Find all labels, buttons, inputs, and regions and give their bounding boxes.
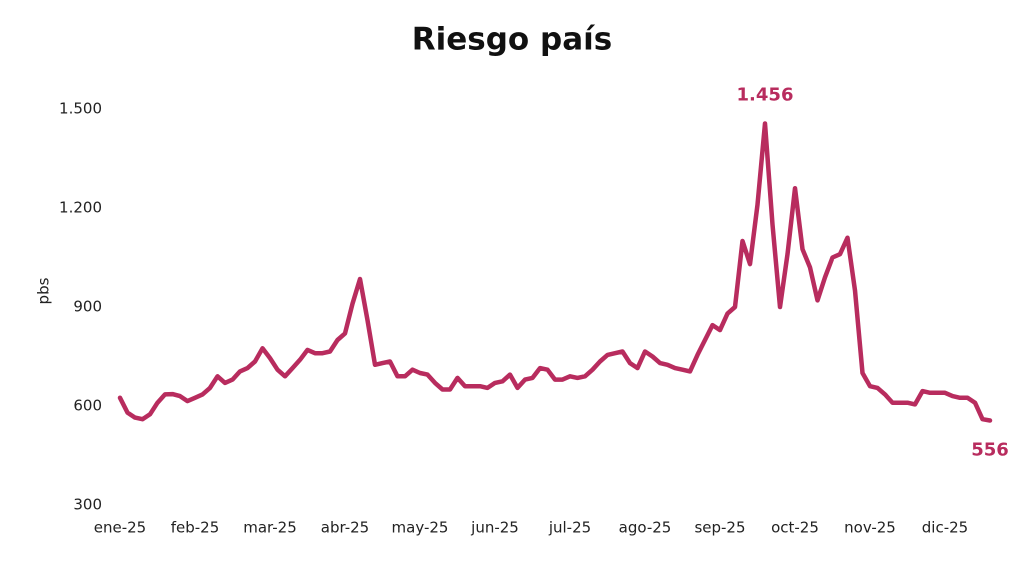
- x-tick-label: ago-25: [619, 519, 672, 537]
- x-tick-label: jul-25: [548, 519, 591, 537]
- x-tick-label: oct-25: [771, 519, 819, 537]
- value-label: 1.456: [737, 85, 794, 106]
- line: [117, 121, 993, 423]
- x-tick-label: mar-25: [243, 519, 297, 537]
- x-tick-label: sep-25: [694, 519, 745, 537]
- value-label: 556: [971, 440, 1009, 461]
- y-tick-label: 600: [73, 397, 102, 415]
- x-tick-label: abr-25: [321, 519, 369, 537]
- y-axis-label: pbs: [35, 277, 53, 304]
- y-tick-label: 1.200: [59, 199, 102, 217]
- chart-title: Riesgo país: [412, 22, 612, 58]
- y-tick-label: 1.500: [59, 100, 102, 118]
- x-tick-label: jun-25: [470, 519, 519, 537]
- x-tick-label: ene-25: [94, 519, 146, 537]
- x-tick-label: may-25: [392, 519, 449, 537]
- x-tick-label: nov-25: [844, 519, 896, 537]
- y-tick-label: 900: [73, 298, 102, 316]
- x-tick-label: dic-25: [922, 519, 968, 537]
- y-tick-label: 300: [73, 496, 102, 514]
- x-tick-label: feb-25: [171, 519, 220, 537]
